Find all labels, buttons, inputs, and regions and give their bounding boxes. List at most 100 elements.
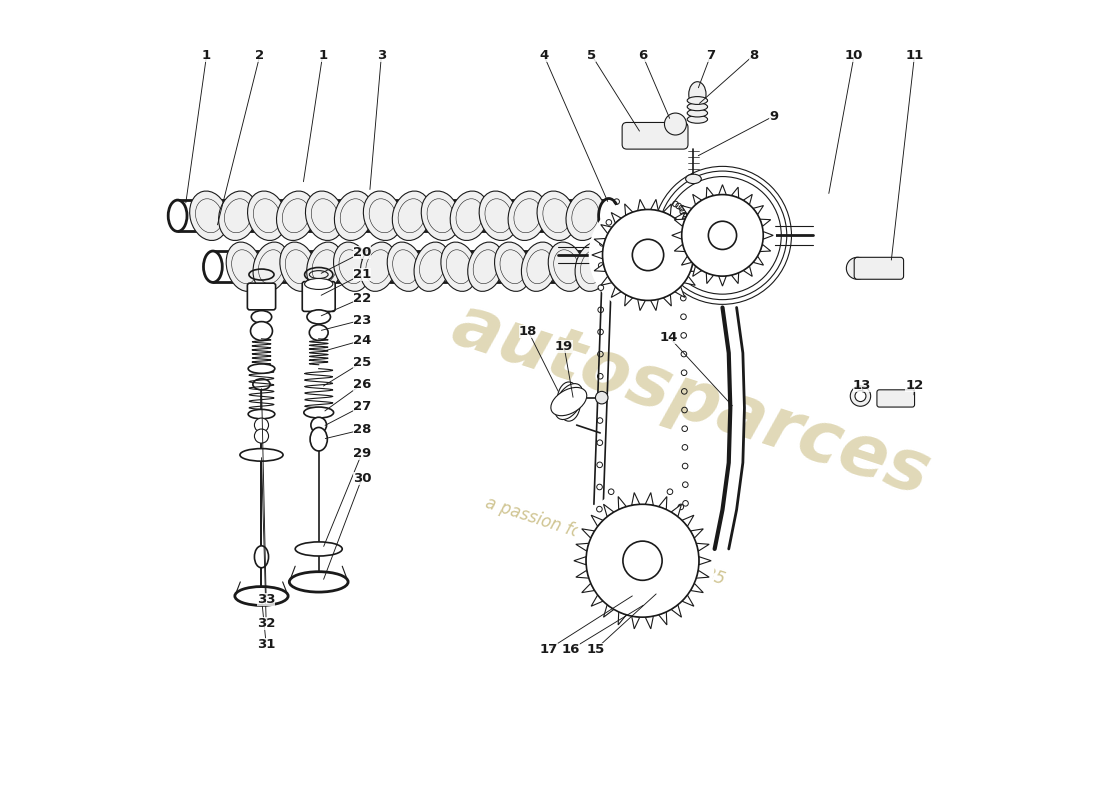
Text: 22: 22 xyxy=(353,291,371,305)
Polygon shape xyxy=(625,294,632,306)
Polygon shape xyxy=(574,557,586,565)
Text: 33: 33 xyxy=(257,594,275,606)
Text: 5: 5 xyxy=(587,49,596,62)
Ellipse shape xyxy=(307,242,343,291)
Ellipse shape xyxy=(508,191,547,241)
Polygon shape xyxy=(706,187,714,198)
Ellipse shape xyxy=(421,191,460,241)
Polygon shape xyxy=(582,583,595,593)
Polygon shape xyxy=(744,266,752,276)
Ellipse shape xyxy=(450,191,488,241)
Ellipse shape xyxy=(387,242,424,291)
Ellipse shape xyxy=(253,379,271,390)
Ellipse shape xyxy=(688,115,707,123)
Polygon shape xyxy=(760,219,771,226)
Circle shape xyxy=(708,222,737,250)
Polygon shape xyxy=(693,266,702,276)
Text: autosparces: autosparces xyxy=(443,290,938,510)
Ellipse shape xyxy=(333,242,370,291)
Ellipse shape xyxy=(310,427,328,451)
Polygon shape xyxy=(754,206,763,214)
Text: 11: 11 xyxy=(905,49,924,62)
Ellipse shape xyxy=(248,191,286,241)
Polygon shape xyxy=(674,213,685,223)
Polygon shape xyxy=(650,299,658,310)
Polygon shape xyxy=(594,238,606,246)
Text: 28: 28 xyxy=(353,423,371,436)
Polygon shape xyxy=(618,497,626,510)
Ellipse shape xyxy=(304,407,333,418)
Polygon shape xyxy=(729,353,745,408)
Ellipse shape xyxy=(468,242,504,291)
Text: 14: 14 xyxy=(660,330,679,344)
Ellipse shape xyxy=(240,449,283,461)
Polygon shape xyxy=(706,273,714,283)
Text: 23: 23 xyxy=(353,314,371,326)
Text: 30: 30 xyxy=(353,472,371,485)
Polygon shape xyxy=(671,504,682,517)
Text: 17: 17 xyxy=(539,643,558,656)
Ellipse shape xyxy=(253,242,289,291)
Polygon shape xyxy=(682,206,692,214)
Polygon shape xyxy=(674,286,685,298)
Text: 27: 27 xyxy=(353,400,371,413)
FancyBboxPatch shape xyxy=(302,282,336,311)
Polygon shape xyxy=(691,583,703,593)
Text: 29: 29 xyxy=(353,447,371,460)
Ellipse shape xyxy=(249,410,275,419)
Ellipse shape xyxy=(251,322,273,341)
Text: 7: 7 xyxy=(706,49,715,62)
Polygon shape xyxy=(732,273,739,283)
Circle shape xyxy=(632,239,663,270)
Polygon shape xyxy=(631,616,640,629)
Ellipse shape xyxy=(557,382,581,421)
Ellipse shape xyxy=(606,250,627,284)
Polygon shape xyxy=(696,570,710,578)
Ellipse shape xyxy=(189,191,229,241)
Polygon shape xyxy=(604,504,614,517)
Polygon shape xyxy=(682,515,694,526)
Polygon shape xyxy=(631,493,640,506)
Ellipse shape xyxy=(219,191,257,241)
Polygon shape xyxy=(691,529,703,538)
Polygon shape xyxy=(591,595,603,606)
Text: 1: 1 xyxy=(202,49,211,62)
Text: 12: 12 xyxy=(905,379,924,392)
Ellipse shape xyxy=(689,82,706,106)
Ellipse shape xyxy=(688,97,707,105)
Ellipse shape xyxy=(363,191,402,241)
Ellipse shape xyxy=(688,109,707,117)
Polygon shape xyxy=(612,213,621,223)
Ellipse shape xyxy=(554,384,583,419)
Polygon shape xyxy=(604,605,614,618)
Ellipse shape xyxy=(575,242,612,291)
Polygon shape xyxy=(576,570,588,578)
Ellipse shape xyxy=(551,387,586,416)
Text: 20: 20 xyxy=(353,246,371,259)
FancyBboxPatch shape xyxy=(855,258,903,279)
Polygon shape xyxy=(671,605,682,618)
Polygon shape xyxy=(693,194,702,205)
Polygon shape xyxy=(744,194,752,205)
Ellipse shape xyxy=(168,200,187,231)
Text: 6: 6 xyxy=(638,49,647,62)
FancyBboxPatch shape xyxy=(877,390,914,407)
Polygon shape xyxy=(715,510,737,549)
Text: 1: 1 xyxy=(318,49,327,62)
Ellipse shape xyxy=(537,191,575,241)
Circle shape xyxy=(664,113,686,135)
Polygon shape xyxy=(576,543,588,551)
Circle shape xyxy=(855,390,866,402)
Polygon shape xyxy=(650,199,658,210)
Polygon shape xyxy=(729,408,745,462)
Ellipse shape xyxy=(306,191,344,241)
Text: 26: 26 xyxy=(353,378,371,391)
Circle shape xyxy=(588,196,707,314)
Polygon shape xyxy=(594,264,606,271)
Text: 3: 3 xyxy=(377,49,386,62)
Ellipse shape xyxy=(227,242,262,291)
Polygon shape xyxy=(684,276,695,286)
Polygon shape xyxy=(691,264,702,271)
Ellipse shape xyxy=(548,242,584,291)
Text: 2: 2 xyxy=(255,49,264,62)
